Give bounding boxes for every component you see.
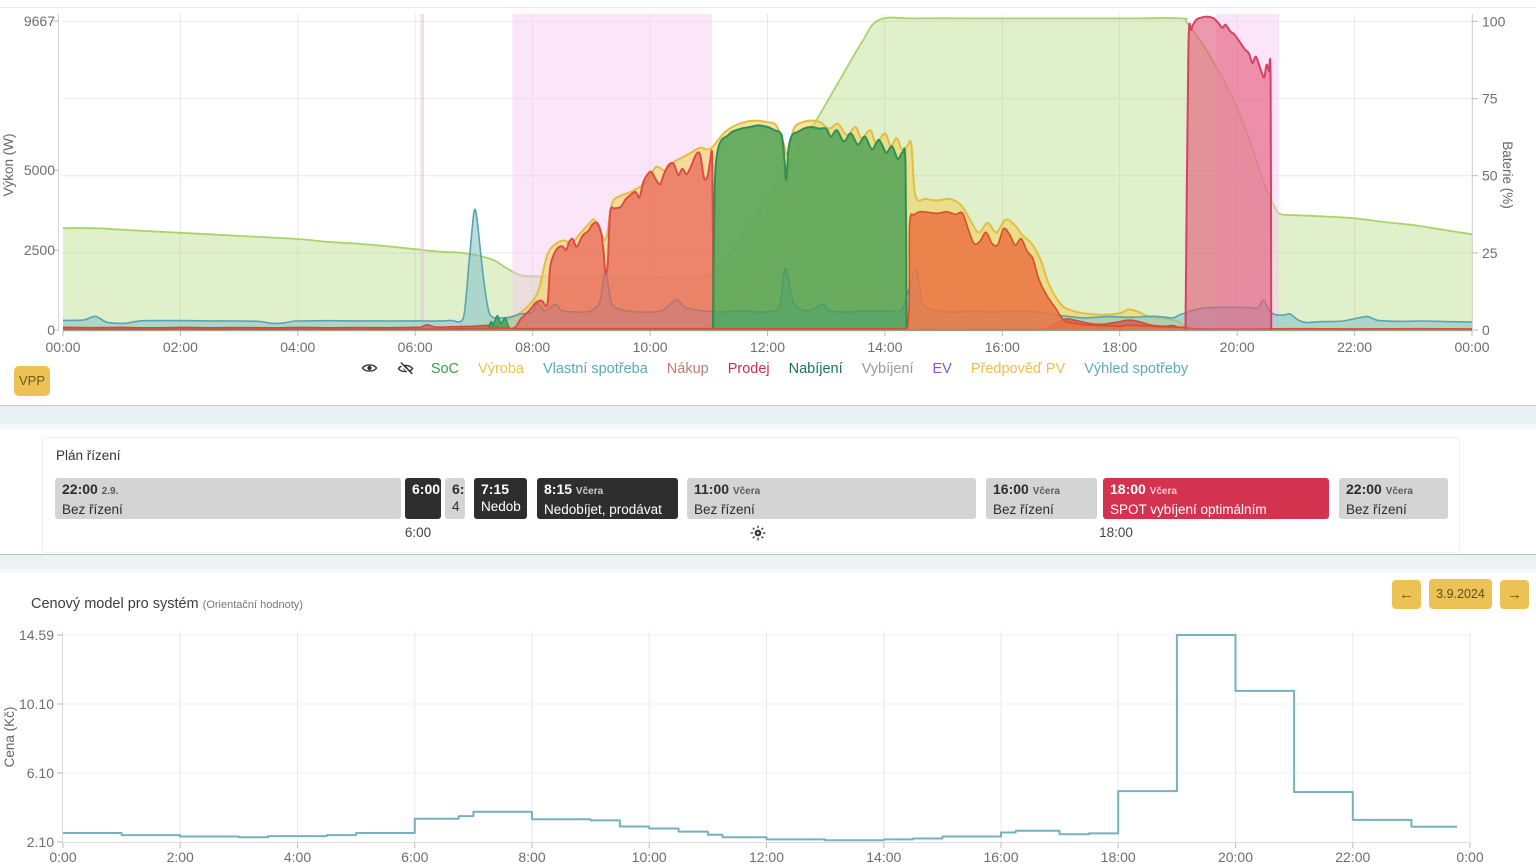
svg-text:10.10: 10.10 [19, 696, 54, 712]
svg-text:100: 100 [1482, 13, 1506, 29]
svg-text:6:00: 6:00 [401, 849, 428, 865]
svg-text:Cena (Kč): Cena (Kč) [2, 707, 17, 768]
svg-text:9667: 9667 [24, 13, 55, 29]
svg-text:22:00: 22:00 [1335, 849, 1370, 865]
svg-text:10:00: 10:00 [632, 849, 667, 865]
svg-text:00:00: 00:00 [45, 339, 80, 355]
svg-text:Baterie (%): Baterie (%) [1500, 141, 1515, 209]
svg-text:20:00: 20:00 [1220, 339, 1255, 355]
svg-text:0:00: 0:00 [1456, 849, 1483, 865]
svg-text:08:00: 08:00 [515, 339, 550, 355]
svg-text:8:00: 8:00 [518, 849, 545, 865]
svg-text:0: 0 [1482, 322, 1490, 338]
svg-text:20:00: 20:00 [1218, 849, 1253, 865]
svg-text:2.10: 2.10 [27, 834, 54, 850]
svg-text:2:00: 2:00 [167, 849, 194, 865]
svg-text:04:00: 04:00 [280, 339, 315, 355]
svg-text:5000: 5000 [24, 162, 55, 178]
svg-text:12:00: 12:00 [749, 849, 784, 865]
svg-text:12:00: 12:00 [750, 339, 785, 355]
svg-text:0:00: 0:00 [49, 849, 76, 865]
svg-text:14:00: 14:00 [866, 849, 901, 865]
svg-text:Výkon (W): Výkon (W) [1, 133, 16, 196]
svg-text:10:00: 10:00 [633, 339, 668, 355]
svg-text:22:00: 22:00 [1337, 339, 1372, 355]
svg-text:2500: 2500 [24, 242, 55, 258]
svg-text:16:00: 16:00 [983, 849, 1018, 865]
svg-text:18:00: 18:00 [1101, 849, 1136, 865]
svg-text:02:00: 02:00 [163, 339, 198, 355]
svg-text:14:00: 14:00 [867, 339, 902, 355]
svg-text:75: 75 [1482, 91, 1498, 107]
svg-text:16:00: 16:00 [985, 339, 1020, 355]
svg-text:00:00: 00:00 [1454, 339, 1489, 355]
svg-text:50: 50 [1482, 168, 1498, 184]
svg-text:25: 25 [1482, 245, 1498, 261]
svg-text:06:00: 06:00 [398, 339, 433, 355]
svg-text:14.59: 14.59 [19, 627, 54, 643]
svg-text:0: 0 [47, 322, 55, 338]
svg-text:6.10: 6.10 [27, 765, 54, 781]
svg-text:18:00: 18:00 [1102, 339, 1137, 355]
svg-text:4:00: 4:00 [284, 849, 311, 865]
